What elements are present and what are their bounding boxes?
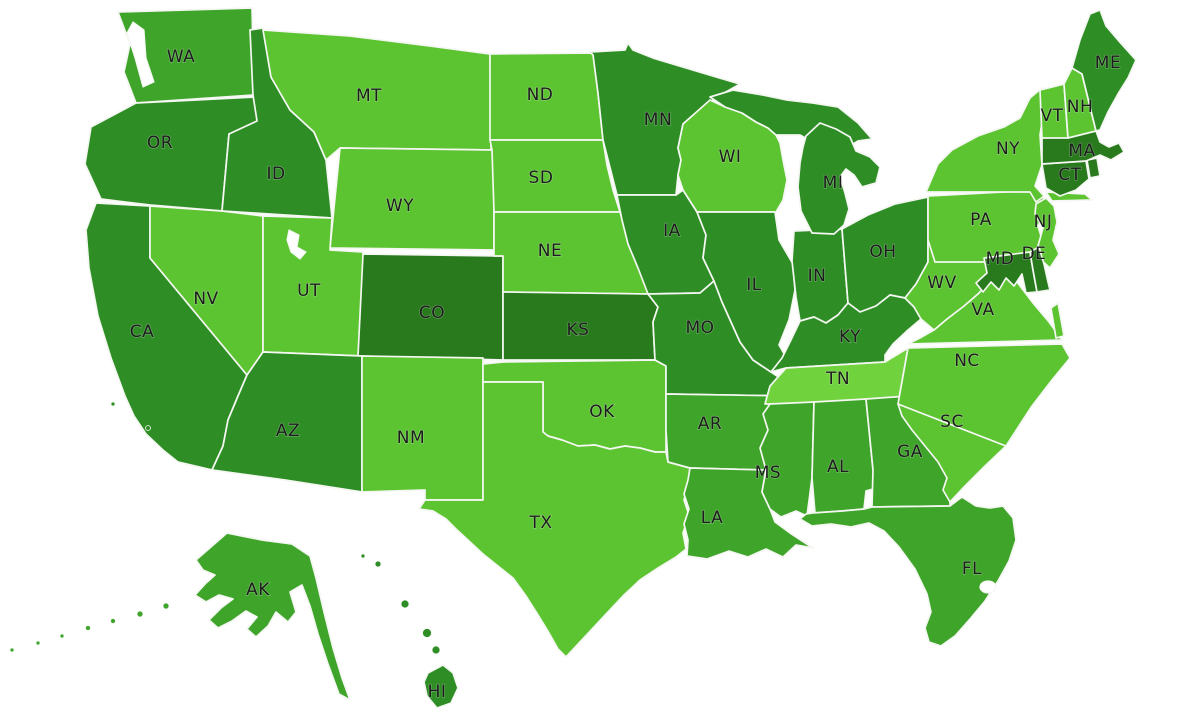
state-ma[interactable] [1041,130,1125,165]
state-ks[interactable] [502,291,659,361]
state-ny[interactable] [925,87,1047,203]
state-nc[interactable] [897,343,1071,447]
hawaiian-islands [400,599,410,609]
aleutian-islands [162,602,170,610]
state-hi[interactable] [423,664,459,709]
state-sc[interactable] [897,403,1007,503]
state-wy[interactable] [329,147,495,251]
state-tx[interactable] [418,381,691,658]
state-la[interactable] [683,467,814,560]
state-pa[interactable] [927,189,1048,263]
channel-islands [145,425,151,431]
state-nm[interactable] [361,355,484,501]
state-va-part2[interactable] [1050,302,1065,339]
state-ak[interactable] [194,532,351,701]
aleutian-islands [35,640,41,646]
aleutian-islands [59,633,65,639]
state-fl[interactable] [799,496,1017,647]
state-ky[interactable] [770,294,922,373]
lake-okeechobee [979,580,997,594]
hawaiian-islands [374,560,382,568]
aleutian-islands [85,625,91,631]
hawaiian-islands [431,645,441,655]
hawaiian-islands [360,553,366,559]
state-de[interactable] [1029,246,1051,293]
channel-islands [110,401,116,407]
state-me[interactable] [1071,9,1137,132]
hawaiian-islands [422,628,432,638]
aleutian-islands [110,618,116,624]
puget-sound [126,21,155,88]
state-nj[interactable] [1034,197,1060,269]
state-sd[interactable] [489,139,621,213]
state-ms[interactable] [759,401,815,518]
state-co[interactable] [357,253,504,361]
state-mi-part2[interactable] [797,122,881,235]
water-layer [126,21,997,594]
great-salt-lake [286,229,307,260]
state-ct[interactable] [1041,160,1090,197]
state-nd[interactable] [489,52,604,141]
state-ri[interactable] [1086,157,1101,179]
islands-layer [9,401,441,655]
aleutian-islands [136,610,144,618]
state-in[interactable] [791,228,849,324]
aleutian-islands [9,647,15,653]
states-layer [84,7,1137,709]
